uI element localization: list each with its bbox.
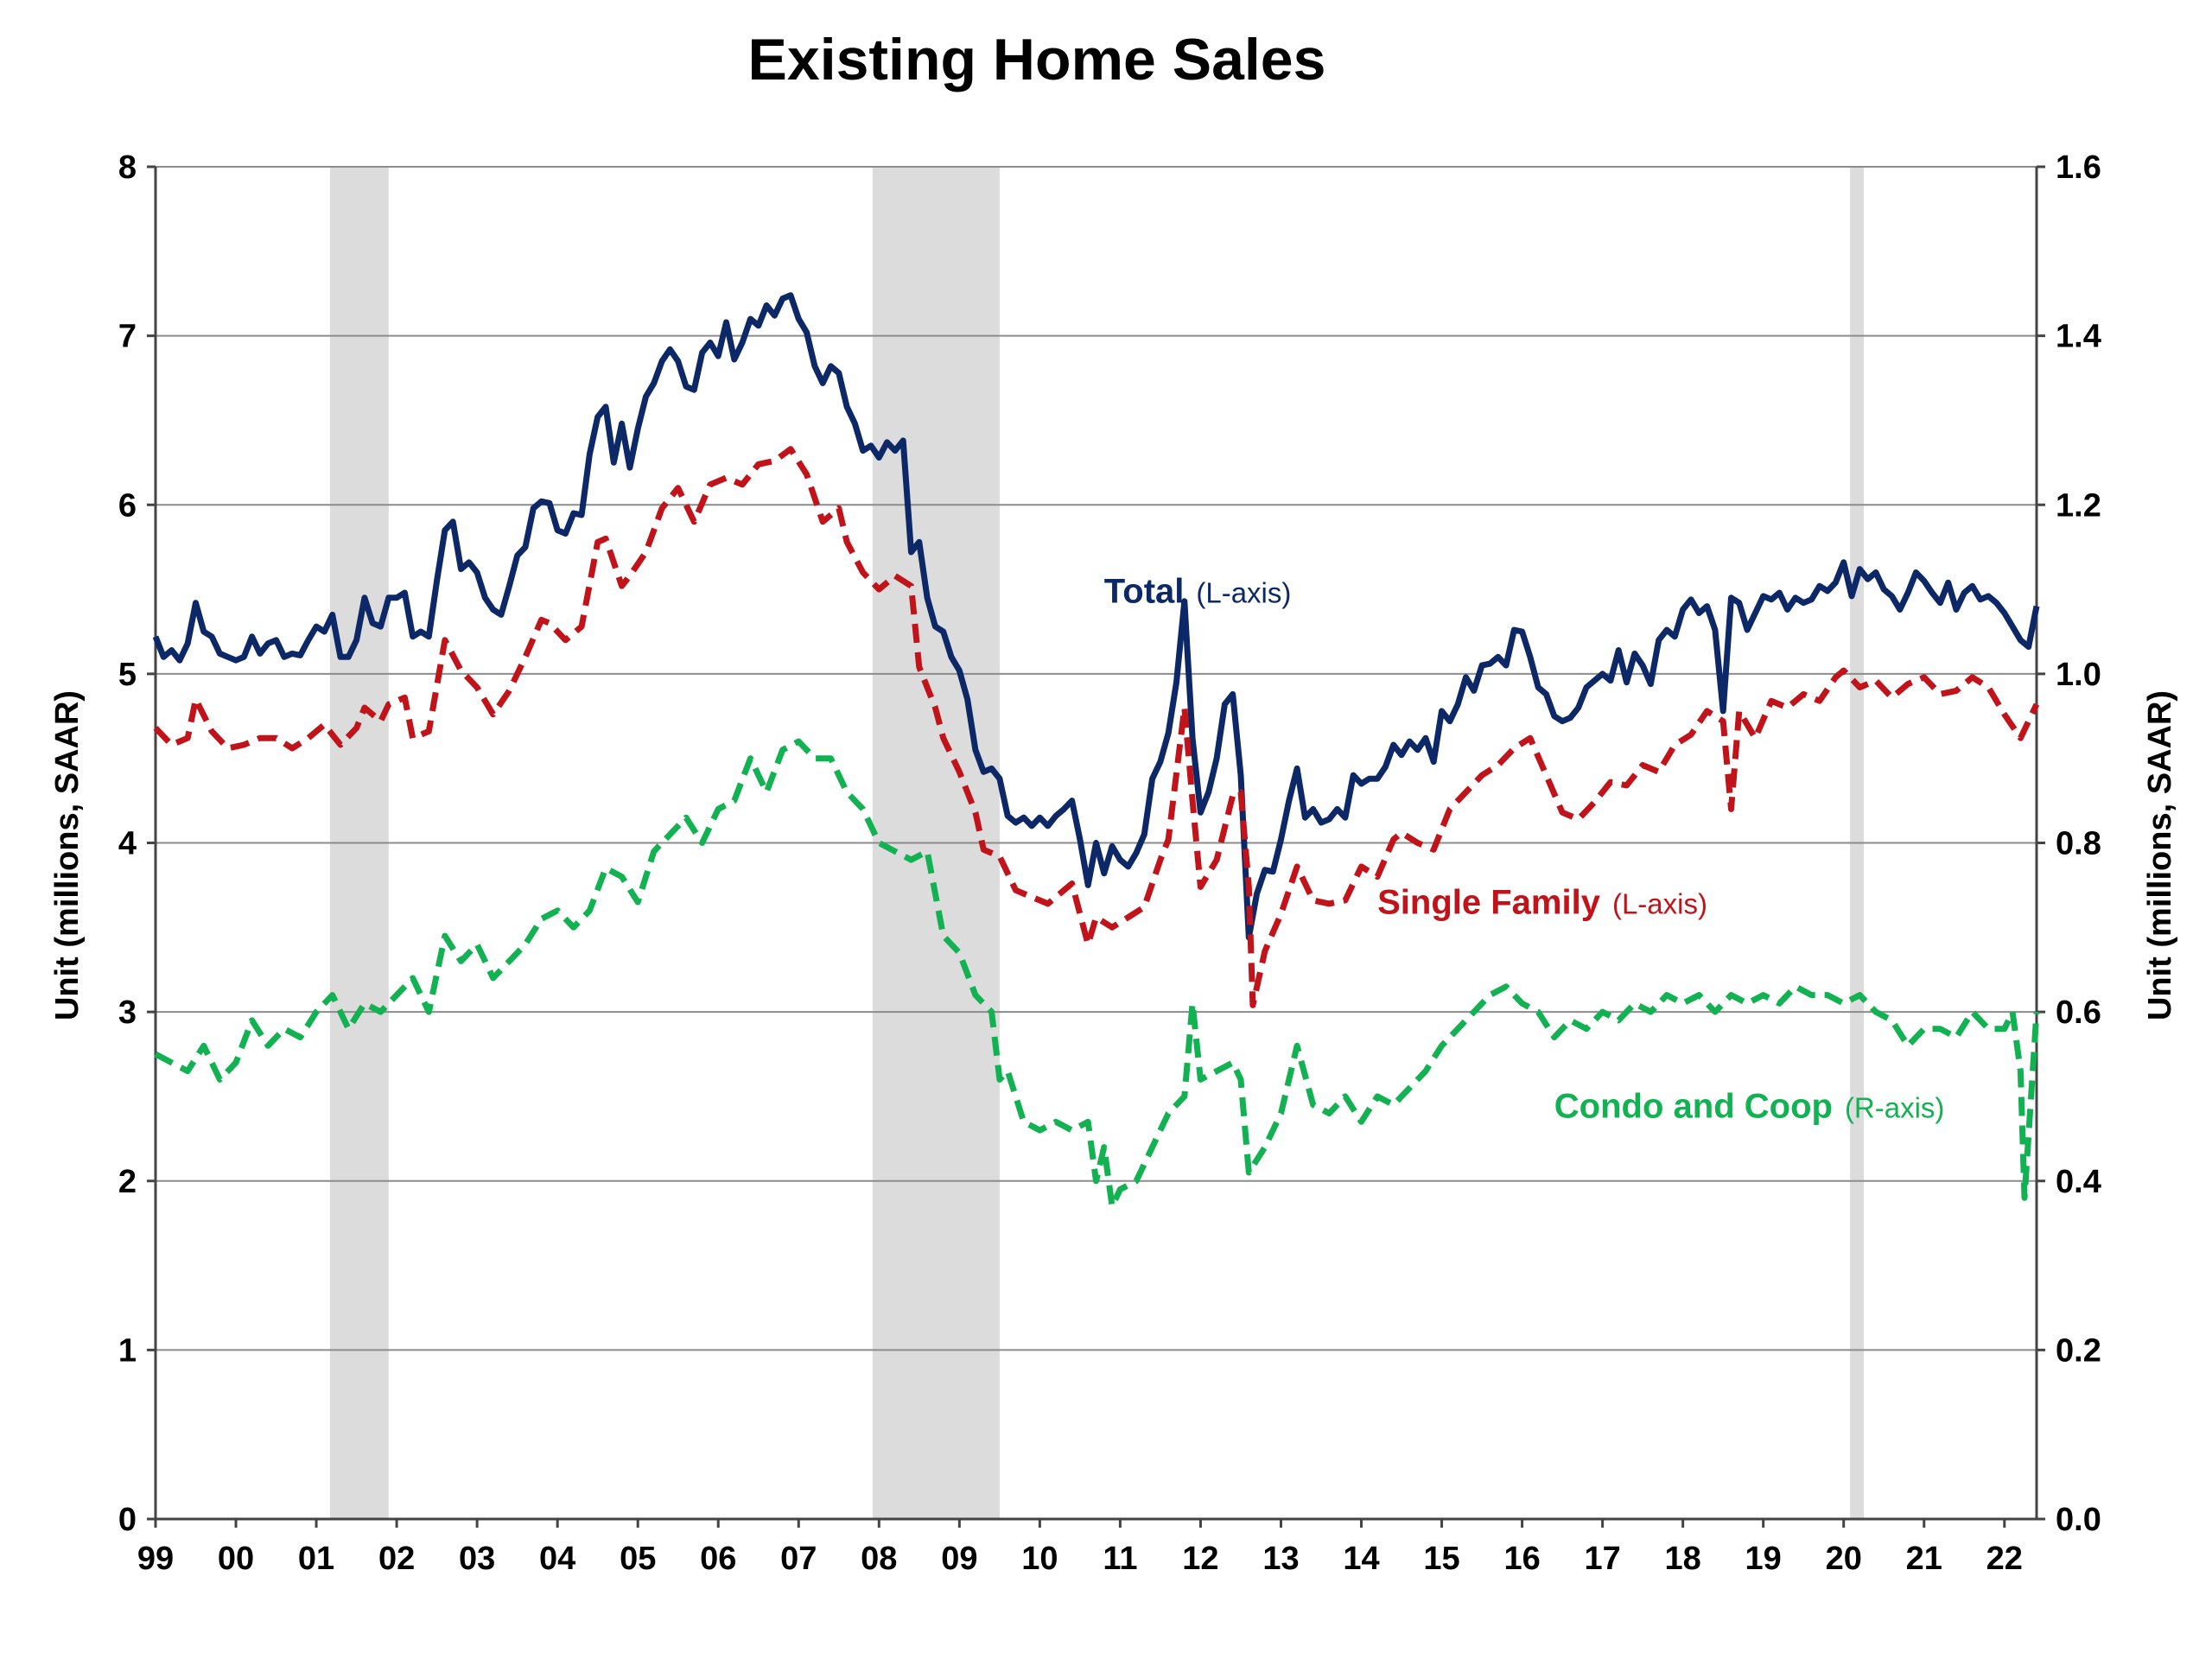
y-right-tick-label-8: 1.6 xyxy=(2056,149,2101,186)
x-tick-label-20: 19 xyxy=(1745,1541,1782,1577)
chart-title: Existing Home Sales xyxy=(748,27,1326,92)
y-left-tick-label-3: 3 xyxy=(118,995,137,1031)
series-label-total: Total (L-axis) xyxy=(1104,573,1292,611)
y-axis-right-label: Unit (millions, SAAR) xyxy=(2142,690,2178,1020)
y-right-tick-label-5: 1.0 xyxy=(2056,657,2101,693)
y-left-tick-label-7: 7 xyxy=(118,319,137,355)
y-right-tick-label-6: 1.2 xyxy=(2056,487,2101,524)
series-lines xyxy=(152,292,2040,1210)
x-tick-label-13: 12 xyxy=(1182,1541,1218,1577)
x-tick-label-16: 15 xyxy=(1423,1541,1459,1577)
y-left-tick-label-0: 0 xyxy=(118,1502,137,1538)
y-right-tick-label-7: 1.4 xyxy=(2056,319,2101,355)
x-tick-label-22: 21 xyxy=(1906,1541,1942,1577)
x-tick-label-14: 13 xyxy=(1262,1541,1299,1577)
y-right-tick-label-2: 0.4 xyxy=(2056,1164,2101,1200)
x-tick-label-1: 00 xyxy=(218,1541,254,1577)
x-tick-label-18: 17 xyxy=(1584,1541,1620,1577)
x-tick-label-10: 09 xyxy=(941,1541,977,1577)
series-label-axis-total: (L-axis) xyxy=(1196,577,1291,609)
x-tick-label-5: 04 xyxy=(539,1541,575,1577)
series-line-single-family xyxy=(153,446,2040,1008)
y-left-tick-label-2: 2 xyxy=(118,1164,137,1200)
x-tick-label-23: 22 xyxy=(1986,1541,2023,1577)
gridlines xyxy=(156,166,2037,1351)
x-tick-label-15: 14 xyxy=(1343,1541,1379,1577)
y-left-tick-label-4: 4 xyxy=(118,826,137,862)
series-label-main-total: Total xyxy=(1104,573,1185,611)
series-label-condo-and-coop: Condo and Coop (R-axis) xyxy=(1554,1087,1945,1125)
series-label-main-single-family: Single Family xyxy=(1377,884,1601,922)
y-right-tick-label-1: 0.2 xyxy=(2056,1332,2101,1369)
series-label-axis-condo-and-coop: (R-axis) xyxy=(1845,1091,1944,1123)
y-axis-left-label: Unit (millions, SAAR) xyxy=(49,690,86,1020)
x-tick-label-2: 01 xyxy=(298,1541,334,1577)
series-line-condo-and-coop xyxy=(154,738,2040,1210)
y-left-tick-label-5: 5 xyxy=(118,657,137,693)
series-label-main-condo-and-coop: Condo and Coop xyxy=(1554,1087,1833,1125)
series-line-total xyxy=(152,292,2040,941)
x-tick-label-17: 16 xyxy=(1503,1541,1540,1577)
x-tick-label-0: 99 xyxy=(137,1541,174,1577)
x-tick-label-19: 18 xyxy=(1665,1541,1701,1577)
x-tick-label-21: 20 xyxy=(1826,1541,1862,1577)
y-left-tick-label-6: 6 xyxy=(118,487,137,524)
y-left-tick-label-1: 1 xyxy=(118,1332,137,1369)
y-right-tick-label-0: 0.0 xyxy=(2056,1502,2101,1538)
series-labels: Total (L-axis) Single Family (L-axis) Condo … xyxy=(1104,573,1945,1126)
y-left-tick-label-8: 8 xyxy=(118,149,137,186)
x-tick-label-7: 06 xyxy=(700,1541,736,1577)
y-right-tick-label-4: 0.8 xyxy=(2056,826,2101,862)
series-label-axis-single-family: (L-axis) xyxy=(1612,888,1707,920)
x-tick-label-11: 10 xyxy=(1021,1541,1058,1577)
series-label-single-family: Single Family (L-axis) xyxy=(1377,884,1707,922)
x-tick-label-4: 03 xyxy=(459,1541,495,1577)
x-tick-label-12: 11 xyxy=(1103,1541,1137,1577)
x-tick-label-8: 07 xyxy=(780,1541,817,1577)
x-tick-label-6: 05 xyxy=(620,1541,656,1577)
x-tick-label-9: 08 xyxy=(861,1541,897,1577)
y-right-tick-label-3: 0.6 xyxy=(2056,995,2101,1031)
x-tick-label-3: 02 xyxy=(378,1541,415,1577)
